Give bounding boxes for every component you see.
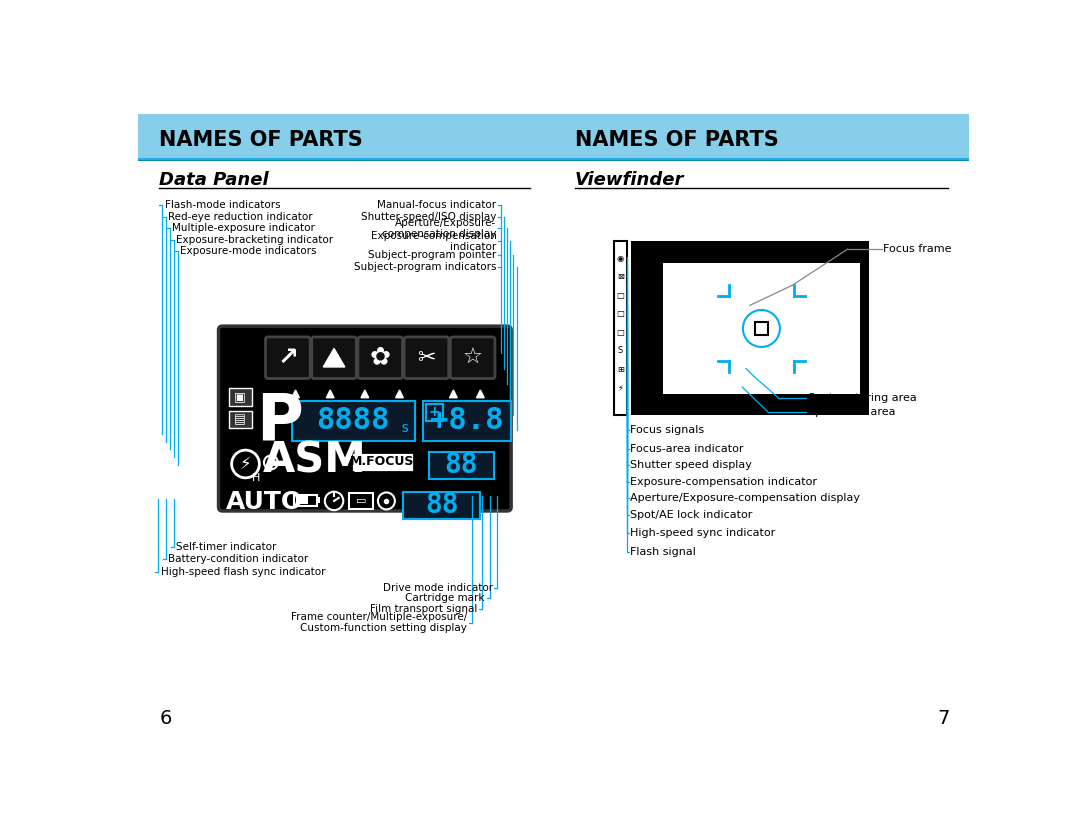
Bar (137, 160, 970, 162)
Text: P: P (256, 390, 303, 452)
Text: Spot-focus area: Spot-focus area (808, 407, 895, 417)
Text: AUTO: AUTO (226, 491, 303, 515)
Bar (755, 323, 768, 335)
Text: NAMES OF PARTS: NAMES OF PARTS (575, 130, 779, 150)
Bar (137, 115, 970, 159)
Text: Manual-focus indicator: Manual-focus indicator (377, 200, 497, 210)
Bar (426, 404, 443, 421)
Text: Focus signals: Focus signals (631, 425, 704, 435)
Bar (613, 242, 627, 415)
Bar (350, 493, 373, 509)
Text: ▤: ▤ (234, 412, 246, 426)
Bar (292, 401, 415, 441)
Text: +: + (429, 405, 440, 419)
FancyBboxPatch shape (450, 337, 495, 379)
Text: 88: 88 (444, 450, 477, 478)
FancyBboxPatch shape (312, 337, 356, 379)
Polygon shape (395, 390, 403, 398)
Text: Flash-mode indicators: Flash-mode indicators (164, 200, 281, 210)
Text: Self-timer indicator: Self-timer indicator (176, 542, 276, 552)
Polygon shape (326, 390, 334, 398)
Text: ✿: ✿ (369, 346, 391, 370)
Text: +8.8: +8.8 (430, 407, 503, 436)
Text: ⊞: ⊞ (617, 365, 624, 374)
FancyBboxPatch shape (357, 337, 403, 379)
Text: Film transport signal: Film transport signal (369, 604, 477, 614)
Text: Battery-condition indicator: Battery-condition indicator (168, 554, 309, 564)
Text: ⊠: ⊠ (617, 272, 624, 281)
Text: H: H (252, 473, 260, 483)
Bar (422, 401, 511, 441)
Text: Viewfinder: Viewfinder (575, 171, 685, 189)
Bar (403, 492, 481, 519)
Text: ▣: ▣ (234, 390, 246, 403)
Polygon shape (323, 348, 345, 367)
Text: High-speed flash sync indicator: High-speed flash sync indicator (161, 567, 325, 577)
Text: ⚡: ⚡ (240, 455, 252, 473)
Bar (663, 263, 860, 394)
Text: 7: 7 (937, 710, 950, 728)
Bar (137, 158, 970, 160)
Text: Drive mode indicator: Drive mode indicator (382, 583, 492, 593)
Text: 88: 88 (426, 491, 459, 519)
Text: Spot-metering area: Spot-metering area (808, 393, 916, 403)
Text: □: □ (617, 291, 624, 299)
Text: □: □ (617, 309, 624, 318)
Text: High-speed sync indicator: High-speed sync indicator (631, 527, 775, 538)
Text: Focus frame: Focus frame (883, 244, 951, 254)
Text: S: S (618, 346, 623, 356)
Text: Shutter-speed/ISO display: Shutter-speed/ISO display (361, 212, 497, 222)
Bar (351, 451, 414, 472)
Text: ✂: ✂ (417, 347, 435, 368)
Text: Focus-area indicator: Focus-area indicator (631, 445, 744, 455)
Text: Frame counter/Multiple-exposure/
Custom-function setting display: Frame counter/Multiple-exposure/ Custom-… (291, 612, 468, 634)
Text: Subject-program indicators: Subject-program indicators (354, 262, 497, 272)
Text: Exposure-compensation indicator: Exposure-compensation indicator (631, 478, 818, 488)
Bar (318, 497, 320, 503)
Text: Shutter speed display: Shutter speed display (631, 460, 753, 469)
Text: Exposure-bracketing indicator: Exposure-bracketing indicator (176, 235, 334, 245)
Bar (229, 411, 252, 428)
Text: Spot/AE lock indicator: Spot/AE lock indicator (631, 510, 753, 520)
FancyBboxPatch shape (404, 337, 449, 379)
Text: M.FOCUS: M.FOCUS (350, 455, 415, 468)
FancyBboxPatch shape (218, 326, 511, 511)
Bar (229, 388, 252, 406)
Bar (296, 497, 308, 504)
Text: ↗: ↗ (278, 346, 298, 370)
Text: Exposure-mode indicators: Exposure-mode indicators (180, 247, 316, 257)
Text: Cartridge mark: Cartridge mark (405, 593, 485, 603)
Text: ⚡: ⚡ (618, 384, 623, 392)
Polygon shape (361, 390, 368, 398)
Text: 8888: 8888 (316, 407, 390, 436)
Text: Multiple-exposure indicator: Multiple-exposure indicator (173, 224, 315, 233)
Text: Aperture/Exposure-compensation display: Aperture/Exposure-compensation display (631, 493, 861, 503)
FancyBboxPatch shape (266, 337, 310, 379)
Text: ☆: ☆ (462, 347, 483, 368)
Text: Aperture/Exposure-
compensation display: Aperture/Exposure- compensation display (382, 218, 497, 239)
Text: Red-eye reduction indicator: Red-eye reduction indicator (168, 212, 313, 222)
Text: Data Panel: Data Panel (159, 171, 269, 189)
Polygon shape (449, 390, 457, 398)
Text: Subject-program pointer: Subject-program pointer (368, 250, 497, 261)
Text: NAMES OF PARTS: NAMES OF PARTS (159, 130, 363, 150)
Bar (631, 242, 869, 415)
Bar (294, 495, 318, 506)
Text: Flash signal: Flash signal (631, 547, 697, 557)
Text: ASM: ASM (262, 440, 367, 482)
Text: 6: 6 (159, 710, 172, 728)
Text: Exposure-compensation
indicator: Exposure-compensation indicator (370, 231, 497, 252)
Text: ◉: ◉ (617, 254, 624, 263)
Text: ▭: ▭ (355, 496, 366, 506)
Bar (429, 451, 495, 478)
Polygon shape (476, 390, 484, 398)
Text: s: s (401, 421, 408, 435)
Polygon shape (292, 390, 299, 398)
Text: □: □ (617, 328, 624, 337)
